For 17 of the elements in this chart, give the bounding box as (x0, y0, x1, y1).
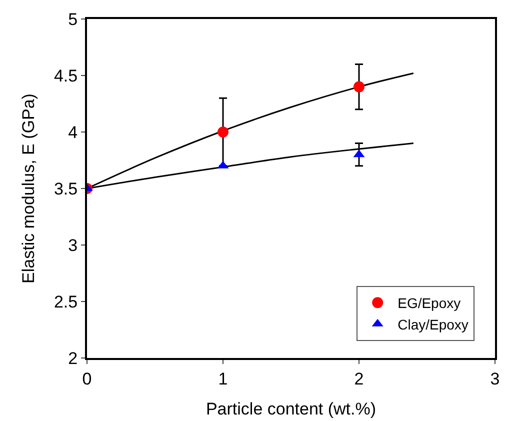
x-tick-label: 3 (490, 369, 500, 388)
point (218, 126, 228, 138)
y-tick-label: 2.5 (54, 292, 78, 312)
x-tick-label: 1 (218, 369, 228, 388)
legend-label: EG/Epoxy (398, 295, 461, 312)
x-axis-title: Particle content (wt.%) (206, 399, 376, 418)
y-tick-label: 3 (68, 236, 78, 255)
x-tick-label: 0 (82, 369, 92, 388)
x-tick-label: 2 (354, 369, 364, 388)
y-tick-label: 5 (68, 10, 78, 29)
y-axis-title: Elastic modulus, E (GPa) (19, 94, 38, 284)
y-tick-label: 4 (68, 122, 78, 142)
y-tick-label: 2 (68, 348, 78, 368)
y-tick-label: 3.5 (54, 179, 78, 198)
legend-label: Clay/Epoxy (398, 316, 468, 332)
point (354, 81, 364, 92)
y-tick-label: 4.5 (54, 66, 78, 86)
